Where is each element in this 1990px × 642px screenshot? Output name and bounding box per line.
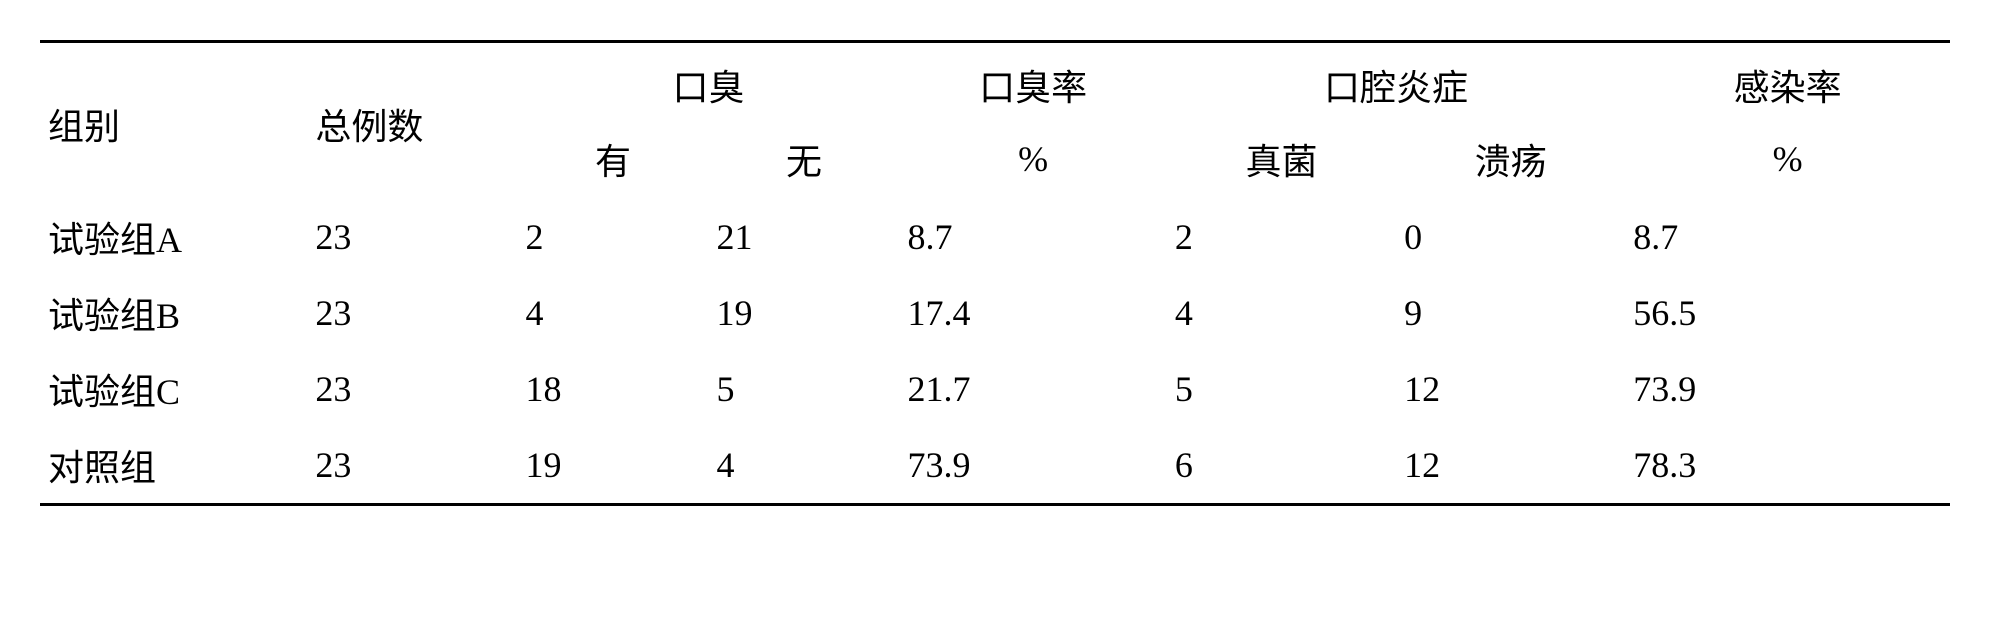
cell-infrate: 78.3 <box>1625 427 1950 505</box>
cell-total: 23 <box>307 199 517 275</box>
table-row: 试验组C 23 18 5 21.7 5 12 73.9 <box>40 351 1950 427</box>
cell-ulcer: 12 <box>1396 351 1625 427</box>
header-halitosis-rate: 口臭率 <box>899 42 1166 122</box>
cell-fungus: 5 <box>1167 351 1396 427</box>
subheader-fungus: 真菌 <box>1167 121 1396 199</box>
cell-rate: 21.7 <box>899 351 1166 427</box>
cell-ulcer: 12 <box>1396 427 1625 505</box>
cell-ulcer: 0 <box>1396 199 1625 275</box>
cell-fungus: 6 <box>1167 427 1396 505</box>
cell-group: 试验组C <box>40 351 307 427</box>
cell-has: 18 <box>517 351 708 427</box>
cell-ulcer: 9 <box>1396 275 1625 351</box>
cell-group: 试验组B <box>40 275 307 351</box>
header-total: 总例数 <box>307 42 517 200</box>
cell-none: 19 <box>708 275 899 351</box>
subheader-has: 有 <box>517 121 708 199</box>
subheader-percent1: % <box>899 121 1166 199</box>
table-body: 试验组A 23 2 21 8.7 2 0 8.7 试验组B 23 4 19 17… <box>40 199 1950 505</box>
subheader-percent2: % <box>1625 121 1950 199</box>
cell-total: 23 <box>307 275 517 351</box>
header-row: 组别 总例数 口臭 口臭率 口腔炎症 感染率 <box>40 42 1950 122</box>
cell-group: 对照组 <box>40 427 307 505</box>
table-row: 试验组A 23 2 21 8.7 2 0 8.7 <box>40 199 1950 275</box>
data-table: 组别 总例数 口臭 口臭率 口腔炎症 感染率 有 无 % 真菌 溃疡 % 试验组… <box>40 40 1950 506</box>
header-oral-inflammation: 口腔炎症 <box>1167 42 1625 122</box>
subheader-none: 无 <box>708 121 899 199</box>
cell-group: 试验组A <box>40 199 307 275</box>
header-halitosis: 口臭 <box>517 42 899 122</box>
cell-infrate: 73.9 <box>1625 351 1950 427</box>
cell-none: 4 <box>708 427 899 505</box>
cell-infrate: 8.7 <box>1625 199 1950 275</box>
cell-total: 23 <box>307 427 517 505</box>
cell-has: 2 <box>517 199 708 275</box>
cell-none: 21 <box>708 199 899 275</box>
cell-rate: 17.4 <box>899 275 1166 351</box>
cell-has: 4 <box>517 275 708 351</box>
cell-none: 5 <box>708 351 899 427</box>
table-row: 对照组 23 19 4 73.9 6 12 78.3 <box>40 427 1950 505</box>
cell-infrate: 56.5 <box>1625 275 1950 351</box>
cell-fungus: 2 <box>1167 199 1396 275</box>
cell-has: 19 <box>517 427 708 505</box>
cell-fungus: 4 <box>1167 275 1396 351</box>
subheader-ulcer: 溃疡 <box>1396 121 1625 199</box>
header-group: 组别 <box>40 42 307 200</box>
cell-rate: 8.7 <box>899 199 1166 275</box>
header-infection-rate: 感染率 <box>1625 42 1950 122</box>
cell-rate: 73.9 <box>899 427 1166 505</box>
cell-total: 23 <box>307 351 517 427</box>
table-row: 试验组B 23 4 19 17.4 4 9 56.5 <box>40 275 1950 351</box>
